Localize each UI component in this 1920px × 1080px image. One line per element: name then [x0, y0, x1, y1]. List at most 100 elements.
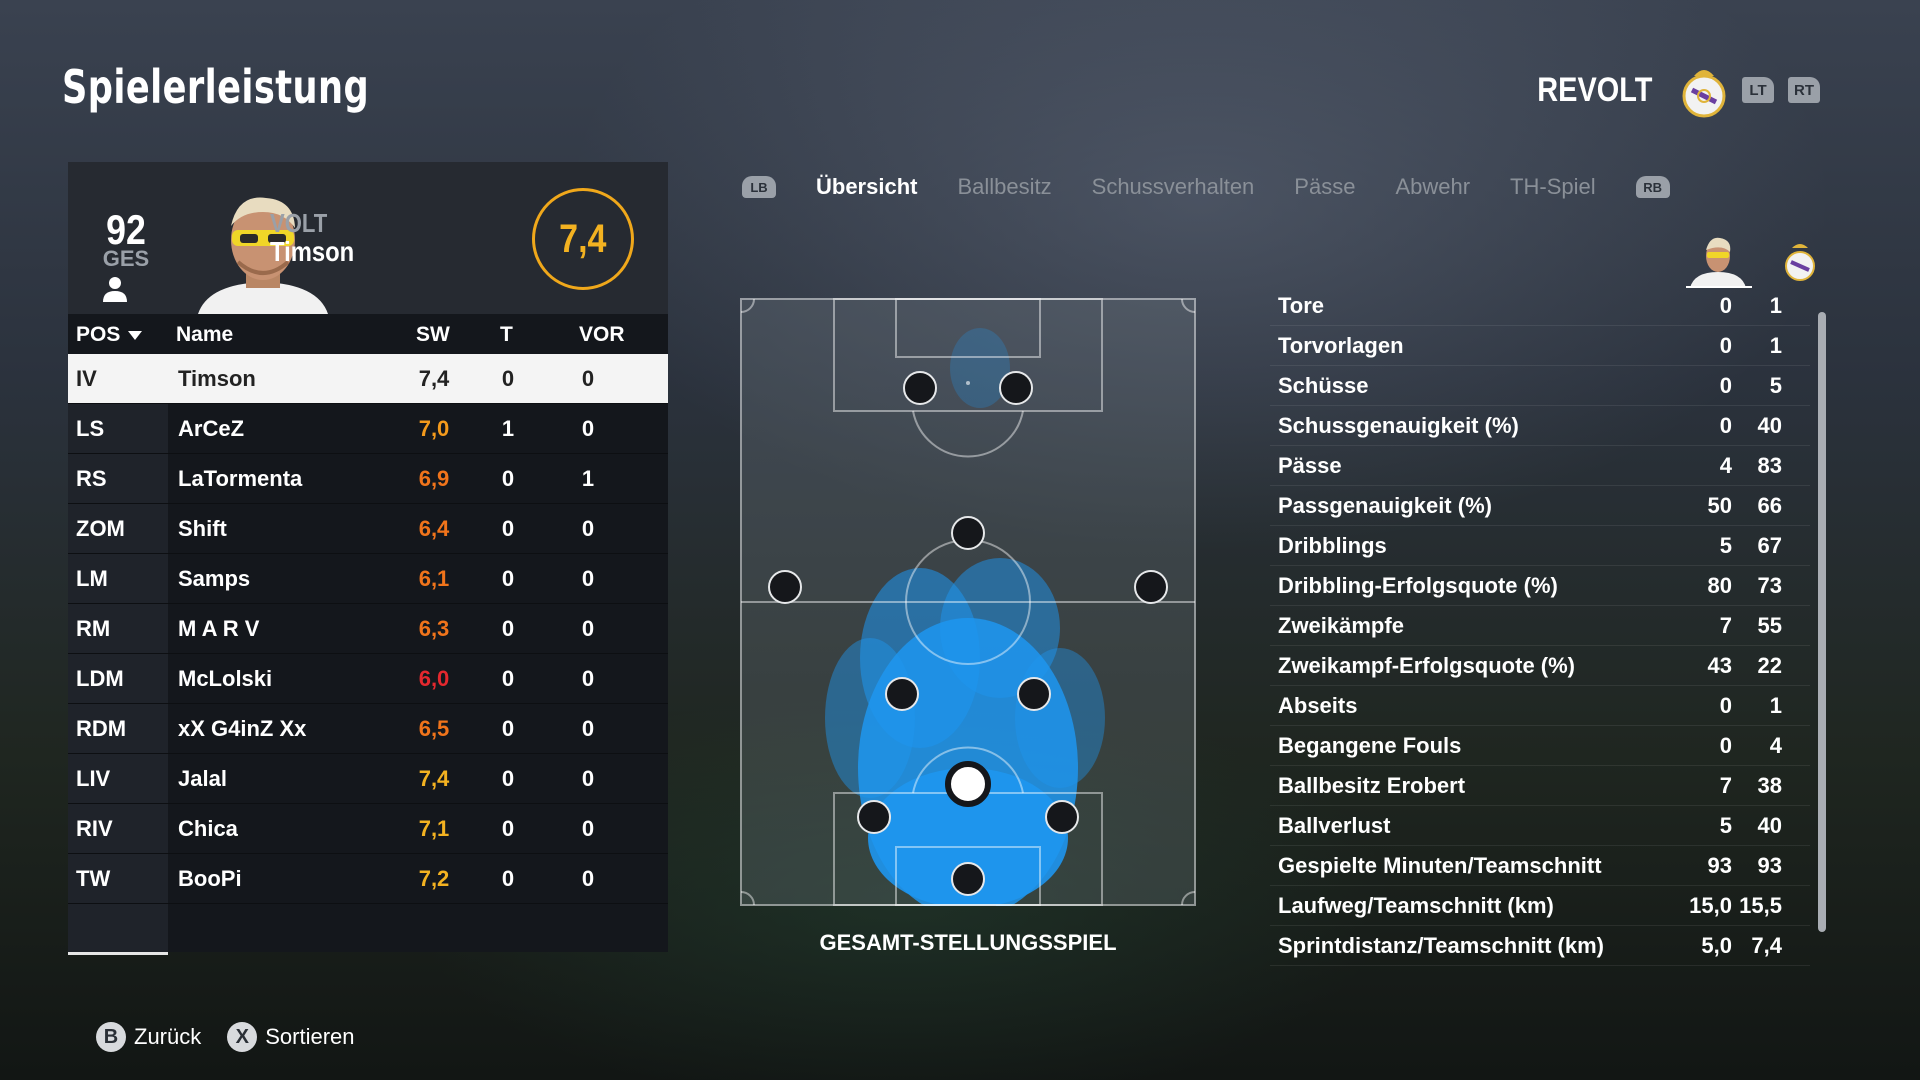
row-player-name: Jalal	[178, 766, 227, 791]
stat-player-value: 4	[1719, 453, 1732, 478]
tab-1[interactable]: Ballbesitz	[957, 174, 1052, 199]
table-row[interactable]: RIV Chica 7,1 0 0	[68, 804, 668, 854]
stat-team-value: 83	[1757, 453, 1782, 478]
column-header-vor[interactable]: VOR	[579, 323, 625, 346]
column-header-t[interactable]: T	[500, 323, 513, 346]
table-row[interactable]: LIV Jalal 7,4 0 0	[68, 754, 668, 804]
row-player-name: Chica	[178, 816, 238, 841]
stat-row: Begangene Fouls 0 4	[1270, 726, 1810, 766]
stat-player-value: 15,0	[1689, 893, 1732, 918]
stat-team-value: 40	[1757, 813, 1782, 838]
pos-cell	[68, 754, 168, 803]
row-position: IV	[76, 366, 97, 391]
tab-4[interactable]: Abwehr	[1395, 174, 1471, 199]
row-goals: 0	[501, 566, 515, 591]
row-rating: 7,2	[418, 866, 450, 891]
row-assists: 0	[581, 816, 595, 841]
player-list-panel: 92 GES VOLT Timson 7,4 POS Name SW T VOR	[68, 162, 668, 955]
row-assists: 0	[581, 566, 595, 591]
match-rating-value: 7,4	[559, 216, 607, 261]
stat-player-value: 5	[1719, 813, 1732, 838]
table-row[interactable]: RDM xX G4inZ Xx 6,5 0 0	[68, 704, 668, 754]
table-header: POS Name SW T VOR	[68, 314, 668, 354]
heat-blob	[1015, 648, 1105, 788]
stat-row: Schüsse 0 5	[1270, 366, 1810, 406]
lb-bumper-button[interactable]: LB	[742, 176, 776, 198]
club-tag: VOLT	[270, 208, 328, 238]
overall-label: GES	[102, 246, 150, 271]
column-header-sw[interactable]: SW	[416, 323, 450, 346]
row-position: RIV	[76, 816, 113, 841]
rt-trigger-button[interactable]: RT	[1788, 77, 1820, 103]
stat-player-value: 7	[1719, 773, 1732, 798]
stat-player-value: 0	[1719, 293, 1732, 318]
player-face-icon	[1686, 237, 1752, 288]
row-player-name: Shift	[178, 516, 227, 541]
column-header-pos-label: POS	[76, 323, 121, 346]
stat-player-value: 5,0	[1701, 933, 1732, 958]
pos-cell	[68, 504, 168, 553]
tab-0[interactable]: Übersicht	[816, 174, 918, 199]
stats-table: Tore 0 1 Torvorlagen 0 1 Schüsse 0 5 Schussgenaui…	[1270, 286, 1810, 966]
table-row[interactable]: LS ArCeZ 7,0 1 0	[68, 404, 668, 454]
table-row[interactable]: IV Timson 7,4 0 0	[68, 354, 668, 404]
tab-3[interactable]: Pässe	[1294, 174, 1356, 199]
rb-bumper-button[interactable]: RB	[1635, 176, 1670, 198]
player-positions	[768, 371, 1168, 896]
stat-label: Torvorlagen	[1278, 333, 1404, 358]
teammate-position-dot	[857, 800, 891, 834]
stat-label: Begangene Fouls	[1278, 733, 1462, 758]
stat-label: Dribbling-Erfolgsquote (%)	[1278, 573, 1558, 598]
b-button-icon: B	[96, 1022, 126, 1052]
stat-row: Ballbesitz Erobert 7 38	[1270, 766, 1810, 806]
stat-row: Gespielte Minuten/Teamschnitt 93 93	[1270, 846, 1810, 886]
stat-player-value: 0	[1719, 693, 1732, 718]
stat-tabs: LB Übersicht Ballbesitz Schussverhalten Päs…	[742, 170, 1670, 204]
table-row[interactable]: LM Samps 6,1 0 0	[68, 554, 668, 604]
row-goals: 0	[501, 516, 515, 541]
row-goals: 0	[501, 716, 515, 741]
row-goals: 0	[501, 616, 515, 641]
row-player-name: ArCeZ	[178, 416, 245, 441]
row-player-name: Timson	[178, 366, 256, 391]
column-header-name[interactable]: Name	[176, 323, 234, 346]
row-rating: 6,3	[418, 616, 450, 641]
lt-trigger-button[interactable]: LT	[1742, 77, 1774, 103]
row-goals: 0	[501, 866, 515, 891]
row-goals: 0	[501, 466, 515, 491]
row-player-name: M A R V	[178, 616, 260, 641]
column-header-pos[interactable]: POS	[76, 323, 143, 347]
row-position: LM	[76, 566, 108, 591]
team-crest-small-icon	[1785, 244, 1815, 281]
stat-row: Pässe 4 83	[1270, 446, 1810, 486]
table-row[interactable]: RS LaTormenta 6,9 0 1	[68, 454, 668, 504]
table-row[interactable]: LDM McLolski 6,0 0 0	[68, 654, 668, 704]
stat-row: Sprintdistanz/Teamschnitt (km) 5,0 7,4	[1270, 926, 1810, 966]
table-row[interactable]: RM M A R V 6,3 0 0	[68, 604, 668, 654]
name-cell	[168, 454, 668, 503]
row-position: RM	[76, 616, 111, 641]
teammate-position-dot	[951, 516, 985, 550]
sort-button[interactable]: X Sortieren	[227, 1022, 355, 1052]
back-button[interactable]: B Zurück	[96, 1022, 201, 1052]
row-position: LDM	[76, 666, 124, 691]
row-assists: 0	[581, 766, 595, 791]
row-rating: 7,4	[418, 366, 450, 391]
row-position: TW	[76, 866, 111, 891]
tab-2[interactable]: Schussverhalten	[1091, 174, 1255, 199]
stats-scrollbar[interactable]	[1818, 312, 1826, 932]
row-assists: 0	[581, 516, 595, 541]
table-row[interactable]: ZOM Shift 6,4 0 0	[68, 504, 668, 554]
table-row[interactable]: TW BooPi 7,2 0 0	[68, 854, 668, 904]
stat-label: Dribblings	[1278, 533, 1387, 558]
name-cell	[168, 404, 668, 453]
player-card: 92 GES VOLT Timson 7,4	[68, 162, 668, 314]
pos-cell	[68, 804, 168, 853]
stat-player-value: 80	[1707, 573, 1732, 598]
tab-5[interactable]: TH-Spiel	[1510, 174, 1596, 199]
row-goals: 0	[501, 666, 515, 691]
row-assists: 0	[581, 366, 595, 391]
stat-label: Abseits	[1278, 693, 1358, 718]
stat-player-value: 93	[1707, 853, 1732, 878]
row-assists: 0	[581, 716, 595, 741]
